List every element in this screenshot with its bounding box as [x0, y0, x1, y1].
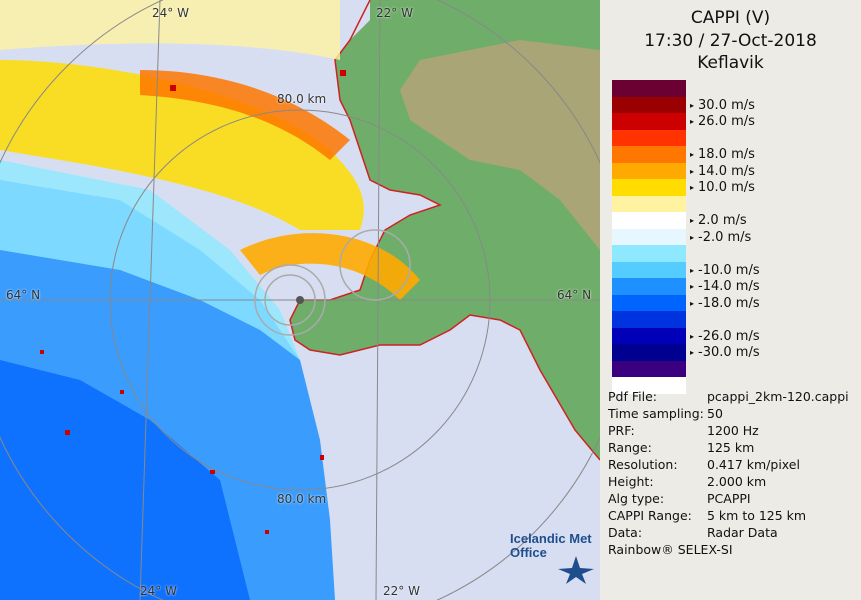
legend-label: -26.0 m/s — [690, 329, 760, 344]
range-ring-inner-2 — [254, 264, 326, 336]
grid-label-22w-top: 22° W — [376, 6, 413, 20]
metadata-key: Resolution: — [608, 457, 678, 472]
radar-map-canvas — [0, 0, 600, 600]
metadata-key: Height: — [608, 474, 654, 489]
legend-swatch — [612, 344, 686, 361]
legend-swatch — [612, 245, 686, 262]
metadata-value: 1200 Hz — [707, 423, 759, 438]
grid-lon-24w — [139, 0, 161, 600]
legend-swatch — [612, 311, 686, 328]
logo-line-1: Icelandic Met — [510, 531, 592, 546]
legend-swatch — [612, 360, 686, 377]
range-label-80km-top: 80.0 km — [277, 92, 327, 106]
software-credit: Rainbow® SELEX-SI — [608, 542, 733, 557]
metadata-row: Resolution: 0.417 km/pixel — [608, 457, 800, 472]
legend-swatch — [612, 212, 686, 229]
metadata-value: pcappi_2km-120.cappi — [707, 389, 849, 404]
metadata-key: Range: — [608, 440, 652, 455]
metadata-value: Radar Data — [707, 525, 778, 540]
legend-label: 2.0 m/s — [690, 213, 747, 228]
legend-swatch — [612, 162, 686, 179]
legend-label: -18.0 m/s — [690, 296, 760, 311]
product-datetime: 17:30 / 27-Oct-2018 — [644, 31, 817, 51]
metadata-row: Data: Radar Data — [608, 525, 778, 540]
echo-inbound-dark — [0, 360, 250, 600]
metadata-key: PRF: — [608, 423, 635, 438]
metadata-value: 2.000 km — [707, 474, 767, 489]
echo-near-radar — [240, 233, 420, 300]
legend-swatch — [612, 377, 686, 394]
metadata-value: 5 km to 125 km — [707, 508, 807, 523]
legend-label: 14.0 m/s — [690, 164, 755, 179]
echo-outbound-strong — [140, 70, 350, 160]
highland-area — [400, 40, 600, 250]
info-panel: CAPPI (V) 17:30 / 27-Oct-2018 Keflavik 3… — [600, 0, 861, 600]
legend-label: 30.0 m/s — [690, 98, 755, 113]
legend-label: -14.0 m/s — [690, 279, 760, 294]
legend-swatch — [612, 261, 686, 278]
metadata-row: PRF: 1200 Hz — [608, 423, 759, 438]
metadata-row: Time sampling: 50 — [608, 406, 723, 421]
grid-label-24w-bottom: 24° W — [140, 584, 177, 598]
echo-inbound-light — [0, 160, 300, 360]
range-ring-80km — [109, 109, 491, 491]
legend-label: 26.0 m/s — [690, 114, 755, 129]
range-ring-inner-1 — [264, 274, 316, 326]
velocity-legend — [612, 80, 686, 394]
legend-swatch — [612, 146, 686, 163]
metadata-value: 125 km — [707, 440, 755, 455]
legend-swatch — [612, 278, 686, 295]
legend-swatch — [612, 228, 686, 245]
legend-label: 18.0 m/s — [690, 147, 755, 162]
metadata-row: CAPPI Range: 5 km to 125 km — [608, 508, 806, 523]
product-title: CAPPI (V) — [690, 8, 771, 28]
legend-swatch — [612, 113, 686, 130]
legend-swatch — [612, 96, 686, 113]
legend-swatch — [612, 179, 686, 196]
legend-swatch — [612, 129, 686, 146]
radar-map[interactable]: 24° W 22° W 22° W 24° W 64° N 64° N 80.0… — [0, 0, 600, 600]
metadata-key: Alg type: — [608, 491, 665, 506]
legend-color-bar — [612, 80, 686, 394]
legend-label: 10.0 m/s — [690, 180, 755, 195]
legend-swatch — [612, 80, 686, 97]
station-name: Keflavik — [697, 53, 764, 73]
metadata-key: Pdf File: — [608, 389, 657, 404]
metadata-row: Pdf File: pcappi_2km-120.cappi — [608, 389, 849, 404]
grid-label-64n-right: 64° N — [557, 288, 592, 302]
range-ring-secondary — [339, 229, 411, 301]
imo-logo: Icelandic Met Office — [510, 532, 600, 592]
metadata-value: 0.417 km/pixel — [707, 457, 800, 472]
range-label-80km-bottom: 80.0 km — [277, 492, 327, 506]
radar-site-marker — [296, 296, 304, 304]
echo-outbound-light — [0, 0, 340, 60]
echo-speckles — [40, 70, 346, 534]
legend-label: -10.0 m/s — [690, 263, 760, 278]
logo-star-icon — [558, 556, 594, 584]
legend-swatch — [612, 327, 686, 344]
metadata-key: CAPPI Range: — [608, 508, 692, 523]
metadata-value: 50 — [707, 406, 723, 421]
metadata-key: Data: — [608, 525, 643, 540]
grid-label-22w-bottom: 22° W — [383, 584, 420, 598]
metadata-key: Time sampling: — [608, 406, 704, 421]
legend-swatch — [612, 294, 686, 311]
legend-swatch — [612, 195, 686, 212]
metadata-row: Range: 125 km — [608, 440, 754, 455]
legend-label: -2.0 m/s — [690, 230, 751, 245]
grid-label-24w: 24° W — [152, 6, 189, 20]
metadata-row: Alg type: PCAPPI — [608, 491, 751, 506]
grid-label-64n-left: 64° N — [6, 288, 41, 302]
metadata-value: PCAPPI — [707, 491, 751, 506]
legend-label: -30.0 m/s — [690, 345, 760, 360]
echo-outbound-region — [0, 60, 364, 230]
metadata-row: Height: 2.000 km — [608, 474, 766, 489]
logo-line-2: Office — [510, 545, 547, 560]
